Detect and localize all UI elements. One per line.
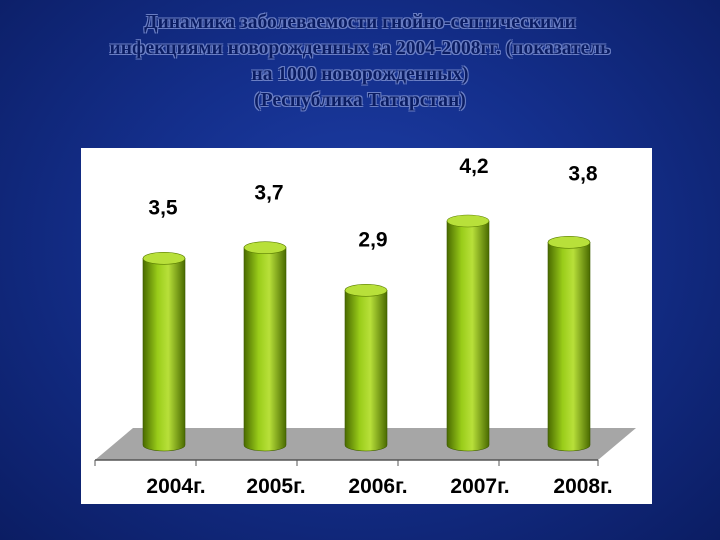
title-line-2: инфекциями новорожденных за 2004-2008гг.… — [109, 38, 611, 59]
x-tick-label-2: 2005г. — [246, 475, 305, 498]
bar-1 — [142, 252, 186, 452]
x-tick-label-1: 2004г. — [146, 475, 205, 498]
value-label-2: 3,7 — [254, 182, 283, 205]
value-label-3: 2,9 — [358, 228, 387, 251]
x-ticks: 2004г. 2005г. 2006г. 2007г. 2008г. — [94, 460, 613, 498]
bar-2 — [243, 241, 287, 452]
value-labels: 3,5 3,7 2,9 4,2 3,8 — [148, 155, 598, 251]
chart-panel: 2004г. 2005г. 2006г. 2007г. 2008г. 3,5 3,7 2,9… — [81, 148, 652, 504]
title-line-3: на 1000 новорожденных) — [251, 64, 469, 85]
x-tick-label-4: 2007г. — [450, 475, 509, 498]
value-label-1: 3,5 — [148, 196, 178, 219]
value-label-4: 4,2 — [459, 155, 488, 178]
bars-layer — [142, 214, 591, 452]
title-line-1: Динамика заболеваемости гнойно-септическ… — [144, 12, 576, 33]
value-label-5: 3,8 — [568, 162, 598, 185]
title-line-4: (Республика Татарстан) — [254, 90, 466, 111]
bar-chart: 2004г. 2005г. 2006г. 2007г. 2008г. 3,5 3,7 2,9… — [94, 155, 636, 498]
bar-4 — [446, 214, 490, 452]
bar-3 — [344, 284, 388, 452]
slide-title: Динамика заболеваемости гнойно-септическ… — [30, 10, 690, 114]
x-tick-label-5: 2008г. — [553, 475, 612, 498]
x-tick-label-3: 2006г. — [348, 475, 407, 498]
bar-5 — [547, 236, 591, 452]
